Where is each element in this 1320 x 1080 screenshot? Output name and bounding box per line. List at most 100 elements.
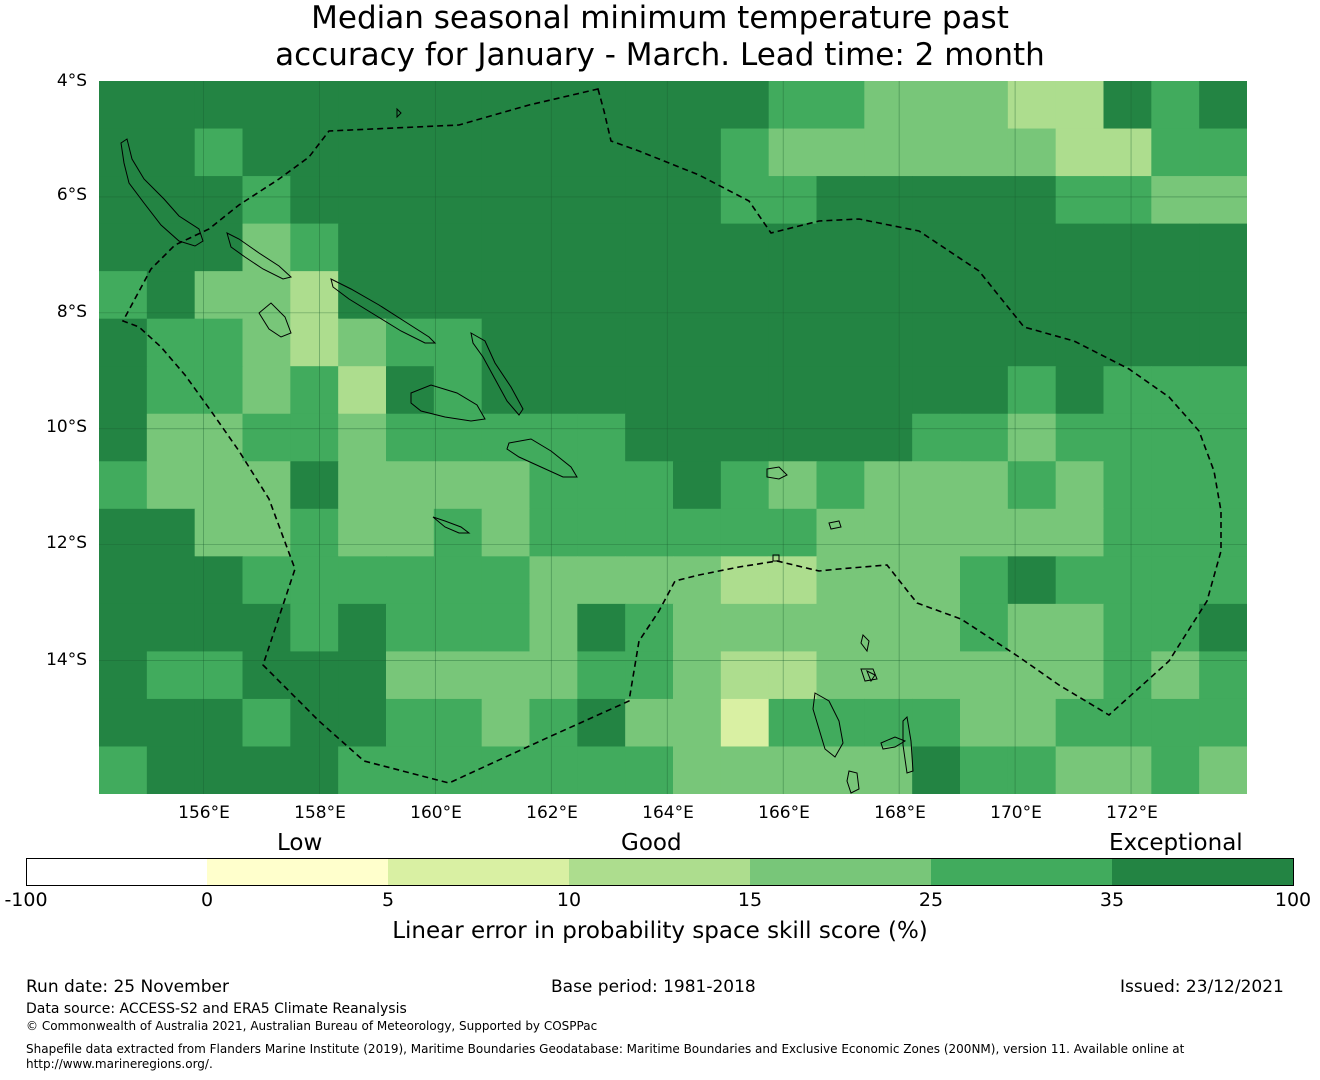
skill-cell: [481, 603, 531, 652]
skill-cell: [146, 366, 196, 415]
skill-cell: [99, 508, 148, 557]
skill-cell: [338, 176, 387, 225]
island-choiseul: [226, 232, 293, 280]
skill-cell: [720, 508, 770, 557]
copyright-notice: © Commonwealth of Australia 2021, Austra…: [26, 1019, 598, 1033]
skill-cell: [194, 746, 244, 794]
skill-cell: [625, 508, 674, 557]
colorbar-bin-0-5: [207, 858, 388, 886]
skill-cell: [577, 603, 626, 652]
skill-cell: [529, 556, 578, 605]
skill-cell: [290, 81, 339, 130]
skill-cell: [242, 128, 291, 177]
skill-cell: [1103, 556, 1152, 605]
skill-cell: [864, 81, 913, 130]
skill-cell: [146, 223, 196, 272]
lon-label-164e: 164°E: [642, 803, 694, 823]
skill-cell: [1055, 176, 1105, 225]
skill-cell: [816, 176, 865, 225]
skill-score-map[interactable]: [99, 81, 1247, 794]
skill-cell: [386, 223, 435, 272]
skill-cell: [1151, 461, 1200, 510]
skill-cell: [960, 651, 1009, 700]
skill-cell: [146, 698, 196, 748]
skill-cell: [960, 508, 1009, 557]
skill-cell: [242, 698, 291, 748]
skill-cell: [577, 651, 626, 700]
skill-cell: [1199, 413, 1247, 462]
skill-cell: [1055, 271, 1105, 320]
colorbar-bin-10-15: [569, 858, 750, 886]
skill-cell: [912, 508, 961, 557]
skill-cell: [864, 176, 913, 225]
skill-cell: [768, 698, 818, 748]
skill-cell: [338, 556, 387, 605]
skill-cell: [481, 318, 531, 367]
skill-cell: [338, 508, 387, 557]
skill-cell: [146, 271, 196, 320]
skill-cell: [386, 128, 435, 177]
skill-cell: [1103, 366, 1152, 415]
skill-cell: [1151, 746, 1200, 794]
skill-cell: [146, 651, 196, 700]
colorbar-bin-15-25: [750, 858, 931, 886]
island-new-georgia: [258, 302, 292, 338]
skill-cell: [1151, 223, 1200, 272]
run-date: Run date: 25 November: [26, 977, 229, 997]
skill-cell: [625, 128, 674, 177]
lon-label-166e: 166°E: [758, 803, 810, 823]
skill-cell: [433, 698, 483, 748]
skill-cell: [1103, 603, 1152, 652]
skill-cell: [1055, 698, 1105, 748]
legend-colorbar: [26, 858, 1294, 886]
skill-cell: [99, 366, 148, 415]
island-santa-cruz: [766, 466, 788, 480]
skill-cell: [1007, 651, 1057, 700]
skill-cell: [386, 556, 435, 605]
shapefile-credit-link[interactable]: http://www.marineregions.org/.: [26, 1057, 213, 1071]
colorbar-axis-title: Linear error in probability space skill …: [392, 918, 928, 944]
skill-cell: [625, 556, 674, 605]
skill-cell: [242, 223, 291, 272]
skill-cell: [290, 698, 339, 748]
skill-cell: [1151, 413, 1200, 462]
skill-cell: [194, 176, 244, 225]
skill-cell: [720, 556, 770, 605]
skill-cell: [338, 651, 387, 700]
skill-cell: [720, 223, 770, 272]
skill-cell: [960, 746, 1009, 794]
legend-category-exceptional: Exceptional: [1109, 830, 1243, 856]
island-banks: [860, 668, 878, 682]
lat-label-8s: 8°S: [56, 302, 87, 322]
skill-cell: [1007, 366, 1057, 415]
skill-cell: [1007, 413, 1057, 462]
skill-cell: [912, 366, 961, 415]
skill-cell: [529, 413, 578, 462]
colorbar-outline: [26, 858, 1294, 886]
skill-cell: [673, 746, 722, 794]
lat-label-4s: 4°S: [56, 71, 87, 91]
skill-cell: [625, 223, 674, 272]
skill-cell: [816, 81, 865, 130]
skill-cell: [625, 603, 674, 652]
lon-label-162e: 162°E: [526, 803, 578, 823]
skill-cell: [1007, 508, 1057, 557]
skill-cell: [433, 128, 483, 177]
skill-cell: [338, 366, 387, 415]
skill-cell: [625, 81, 674, 130]
skill-cell: [529, 271, 578, 320]
skill-cell: [720, 413, 770, 462]
skill-cell: [194, 366, 244, 415]
skill-cell: [1151, 128, 1200, 177]
skill-cell: [768, 366, 818, 415]
skill-cell: [99, 318, 148, 367]
skill-cell: [1199, 603, 1247, 652]
lon-label-168e: 168°E: [874, 803, 926, 823]
skill-cell: [529, 366, 578, 415]
skill-cell: [529, 81, 578, 130]
skill-cell: [577, 746, 626, 794]
skill-cell: [1103, 698, 1152, 748]
skill-cell: [194, 651, 244, 700]
skill-cell: [1151, 366, 1200, 415]
skill-cell: [386, 651, 435, 700]
